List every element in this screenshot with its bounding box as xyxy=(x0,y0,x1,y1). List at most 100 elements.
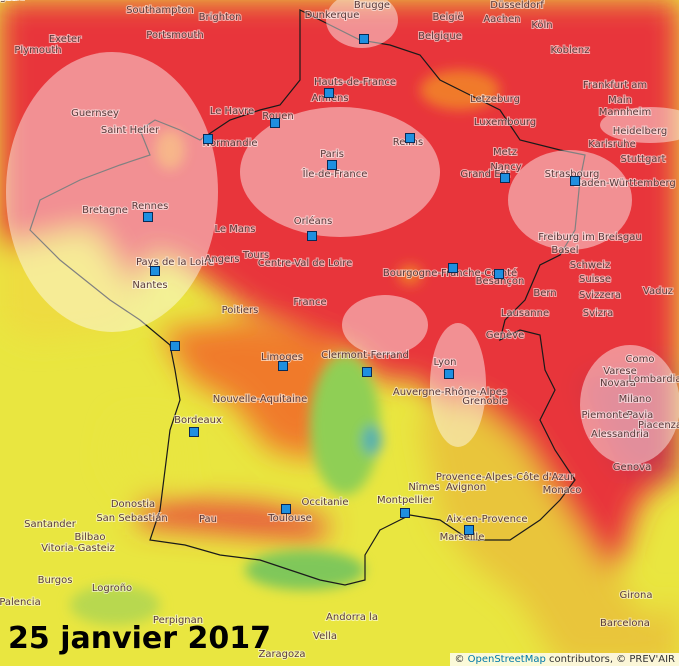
place-label: Provence-Alpes-Côte d'Azur xyxy=(436,471,575,483)
place-label: Svizra xyxy=(583,308,614,319)
station-marker xyxy=(444,369,454,379)
place-label: Suisse xyxy=(579,274,611,285)
place-label: Ajaccio xyxy=(0,0,18,3)
place-label: Angers xyxy=(205,254,240,265)
place-label: Stuttgart xyxy=(621,154,666,165)
place-label: Limoges xyxy=(261,352,303,363)
station-marker xyxy=(281,504,291,514)
station-marker xyxy=(500,173,510,183)
station-marker xyxy=(278,361,288,371)
place-label: Belgique xyxy=(418,31,462,42)
place-label: Poitiers xyxy=(222,305,259,316)
place-label: Tours xyxy=(242,250,269,261)
place-label: Girona xyxy=(619,590,652,601)
place-label: Vaduz xyxy=(643,286,673,297)
place-label: Nantes xyxy=(132,280,167,291)
place-label: San Sebastián xyxy=(96,512,167,524)
place-label: Lausanne xyxy=(501,308,549,319)
place-label: Luxembourg xyxy=(474,117,536,128)
place-label: Saint Helier xyxy=(101,125,160,136)
zones xyxy=(6,0,679,465)
station-marker xyxy=(189,427,199,437)
borders xyxy=(29,9,586,586)
place-label: Le Mans xyxy=(214,224,255,235)
date-caption: 25 janvier 2017 xyxy=(8,621,271,656)
place-label: Burgos xyxy=(38,575,73,586)
place-label: Düsseldorf xyxy=(490,0,544,11)
place-label: Santander xyxy=(24,519,77,530)
place-label: Pays de la Loire xyxy=(136,257,214,268)
place-label: Aachen xyxy=(483,14,520,25)
place-label: Montpellier xyxy=(377,495,434,506)
place-label: Amiens xyxy=(311,93,348,104)
place-label: Strasbourg xyxy=(545,169,600,180)
station-marker xyxy=(203,134,213,144)
attribution: © OpenStreetMap contributors, © PREV'AIR xyxy=(450,653,679,666)
place-label: Bordeaux xyxy=(174,415,222,426)
place-label: Bern xyxy=(533,288,556,299)
place-label: Paris xyxy=(320,149,344,160)
place-label: Palencia xyxy=(0,597,41,608)
station-marker xyxy=(400,508,410,518)
place-label: Perpignan xyxy=(153,615,203,626)
place-label: Marseille xyxy=(440,532,485,543)
station-marker xyxy=(362,367,372,377)
place-label: Le Havre xyxy=(210,106,254,117)
place-label: Grenoble xyxy=(462,396,508,407)
station-marker xyxy=(494,269,504,279)
place-label: Orléans xyxy=(294,215,333,227)
place-label: Svizzera xyxy=(579,290,621,301)
place-label: Basel xyxy=(551,245,578,256)
place-label: Rouen xyxy=(262,111,293,122)
place-label: Andorra la xyxy=(326,612,378,623)
place-label: Lyon xyxy=(433,357,456,368)
place-label: Varese xyxy=(603,366,637,377)
place-label: Tarragona xyxy=(0,0,25,3)
place-label: Southampton xyxy=(126,5,194,16)
place-label: Zaragoza xyxy=(258,649,305,660)
place-label: Rennes xyxy=(132,201,169,212)
place-label: Como xyxy=(626,354,655,365)
station-marker xyxy=(448,263,458,273)
place-label: Guernsey xyxy=(71,108,119,119)
station-marker xyxy=(143,212,153,222)
place-label: Dunkerque xyxy=(305,10,360,21)
place-label: Pavia xyxy=(627,410,654,421)
place-label: Schweiz xyxy=(570,260,611,271)
place-label: Grand Est xyxy=(460,169,509,180)
place-label: Genova xyxy=(613,462,651,473)
place-label: Köln xyxy=(531,20,552,31)
station-marker xyxy=(327,160,337,170)
place-label: Toulouse xyxy=(267,513,311,524)
place-label: Brugge xyxy=(354,0,390,11)
station-marker xyxy=(359,34,369,44)
place-label: Hauts-de-France xyxy=(314,77,396,88)
place-label: Clermont-Ferrand xyxy=(321,350,409,361)
station-marker xyxy=(150,266,160,276)
place-label: Freiburg im Breisgau xyxy=(538,232,641,243)
place-label: Lombardia xyxy=(629,374,679,385)
place-label: Main xyxy=(608,95,632,106)
place-label: Novara xyxy=(600,378,636,389)
place-label: Milano xyxy=(619,394,652,405)
place-label: Avignon xyxy=(446,482,486,493)
place-label: Letzeburg xyxy=(470,94,520,105)
stations xyxy=(143,34,580,535)
place-label: Nouvelle-Aquitaine xyxy=(213,394,308,405)
attribution-suffix: contributors, © PREV'AIR xyxy=(549,654,675,665)
place-label: France xyxy=(293,297,326,308)
osm-link[interactable]: OpenStreetMap xyxy=(467,654,546,665)
place-label: Alessandria xyxy=(591,429,649,440)
place-label: Exeter xyxy=(49,34,82,45)
place-label: Brighton xyxy=(199,12,242,23)
place-label: Occitanie xyxy=(302,497,349,508)
place-label: Besançon xyxy=(476,276,525,287)
place-label: Frankfurt am xyxy=(583,80,647,91)
place-label: Bilbao xyxy=(74,532,105,543)
place-label: Baden-Württemberg xyxy=(574,178,676,189)
place-label: Nîmes xyxy=(408,481,439,493)
place-label: Vella xyxy=(313,631,337,642)
